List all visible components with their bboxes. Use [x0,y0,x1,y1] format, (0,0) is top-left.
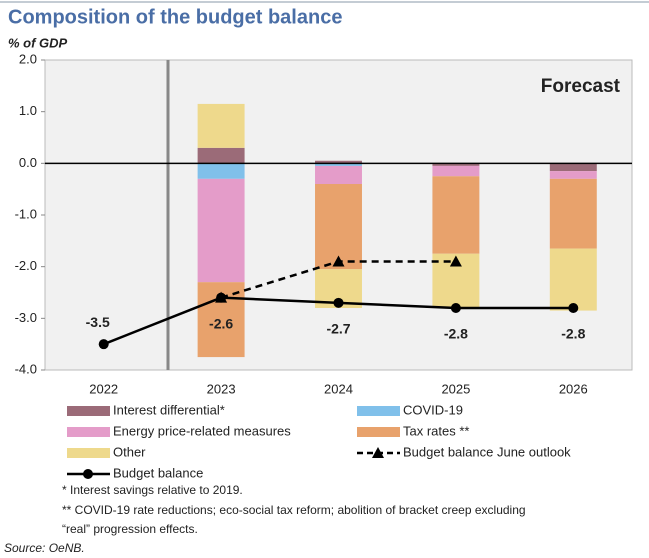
bar-segment [549,248,597,311]
bar-segment [315,160,362,164]
legend-label: Other [113,444,146,459]
bar-segment [549,163,597,172]
data-label: -2.7 [326,321,350,337]
legend-swatch [357,406,400,416]
data-label: -2.6 [209,315,233,331]
bar-segment [549,171,597,179]
legend-swatch [67,406,110,416]
legend-swatch [67,427,110,437]
y-tick-label: -4.0 [15,361,37,376]
bar-segment [315,163,362,166]
y-tick-label: 0.0 [19,155,37,170]
subtitle: % of GDP [8,35,68,50]
x-tick-label: 2022 [89,381,118,396]
footnote: * Interest savings relative to 2019. [62,483,243,497]
line-marker [372,447,384,458]
bar-segment [432,176,480,254]
bar-segment [315,165,362,184]
bar-segment [197,147,245,164]
line-marker [216,292,227,303]
line-marker [98,339,109,350]
line-marker [568,303,579,313]
legend-label: COVID-19 [403,402,463,417]
x-tick-label: 2026 [559,381,588,396]
legend-label: Budget balance June outlook [403,444,571,459]
data-label: -3.5 [86,314,110,330]
legend-swatch [67,448,110,458]
bar-segment [315,184,362,270]
x-tick-label: 2024 [324,381,353,396]
line-marker [450,303,461,313]
y-tick-label: -3.0 [15,310,37,325]
chart-title: Composition of the budget balance [8,6,342,28]
y-tick-label: 2.0 [19,51,37,66]
y-tick-label: 1.0 [19,103,37,118]
x-tick-label: 2025 [441,381,470,396]
legend-swatch [357,427,400,437]
bar-segment [197,163,245,179]
data-label: -2.8 [561,326,585,342]
y-tick-label: -1.0 [15,206,37,221]
legend-label: Interest differential* [113,402,225,417]
bar-segment [432,165,480,177]
bar-segment [549,178,597,249]
legend-label: Tax rates ** [403,423,469,438]
bar-segment [432,163,480,166]
bar-segment [197,103,245,148]
data-label: -2.8 [444,326,468,342]
footnote: “real” progression effects. [62,522,198,536]
legend-label: Budget balance [113,465,203,480]
legend-label: Energy price-related measures [113,423,291,438]
line-marker [333,297,344,308]
x-tick-label: 2023 [207,381,236,396]
bar-segment [197,178,245,283]
footnote: ** COVID-19 rate reductions; eco-social … [62,503,526,517]
y-tick-label: -2.0 [15,258,37,273]
line-marker [83,469,93,479]
forecast-label: Forecast [541,76,621,97]
line-marker [332,255,345,267]
line-marker [449,255,462,267]
source: Source: OeNB. [4,541,85,555]
